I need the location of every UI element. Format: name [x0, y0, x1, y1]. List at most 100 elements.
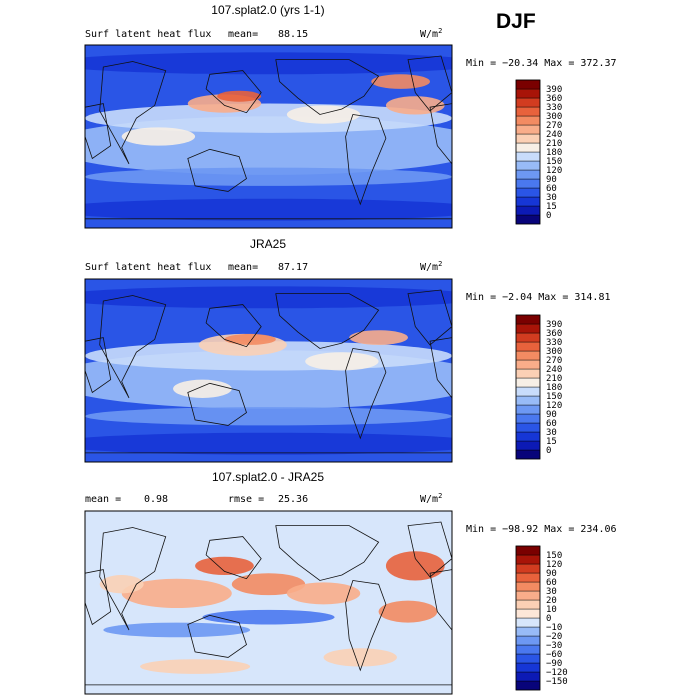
- colorbar-swatch: [515, 554, 541, 565]
- colorbar-tick-label: 150: [546, 157, 562, 167]
- colorbar-tick-label: 90: [546, 175, 557, 185]
- colorbar-tick-label: 0: [546, 211, 551, 221]
- field-contour: [85, 407, 452, 426]
- colorbar-tick-label: 270: [546, 356, 562, 366]
- field-contour: [224, 333, 276, 345]
- map-field: [85, 511, 452, 694]
- colorbar-tick-label: −20: [546, 632, 562, 642]
- colorbar-swatch: [515, 314, 541, 325]
- coastline: [345, 114, 387, 206]
- map-frame: [84, 44, 453, 229]
- colorbar-swatch: [515, 590, 541, 601]
- coastline: [99, 61, 167, 165]
- season-title: DJF: [496, 10, 536, 33]
- colorbar-swatch: [515, 599, 541, 610]
- map-frame: [84, 278, 453, 463]
- field-contour: [85, 198, 452, 221]
- coastline: [407, 55, 452, 112]
- coastline: [187, 148, 247, 192]
- colorbar-tick-label: 90: [546, 569, 557, 579]
- units-label: W/m2: [420, 492, 442, 505]
- colorbar-swatch: [515, 151, 541, 162]
- colorbar-swatch: [515, 124, 541, 135]
- colorbar-tick-label: 390: [546, 85, 562, 95]
- colorbar-swatch: [515, 413, 541, 424]
- coastline: [429, 569, 452, 631]
- mean-value: 88.15: [278, 29, 308, 40]
- colorbar-tick-label: 300: [546, 347, 562, 357]
- panel-title: 107.splat2.0 (yrs 1-1): [211, 3, 324, 17]
- colorbar-tick-label: −150: [546, 677, 568, 687]
- colorbar-swatch: [515, 644, 541, 655]
- colorbar-tick-label: 330: [546, 338, 562, 348]
- colorbar-swatch: [515, 377, 541, 388]
- colorbar-swatch: [515, 214, 541, 225]
- colorbar-swatch: [515, 178, 541, 189]
- colorbar-swatch: [515, 617, 541, 628]
- coastline: [85, 337, 112, 394]
- colorbar-tick-label: 20: [546, 596, 557, 606]
- colorbar-tick-label: 10: [546, 605, 557, 615]
- variable-label: Surf latent heat flux: [85, 262, 211, 273]
- colorbar-swatch: [515, 626, 541, 637]
- field-contour: [173, 379, 232, 398]
- colorbar-tick-label: 330: [546, 103, 562, 113]
- colorbar-swatch: [515, 323, 541, 334]
- field-contour: [103, 622, 251, 638]
- colorbar-tick-label: 120: [546, 166, 562, 176]
- colorbar-swatch: [515, 680, 541, 691]
- colorbar-swatch: [515, 671, 541, 682]
- coastline: [429, 103, 452, 165]
- coastline: [275, 293, 380, 349]
- colorbar-tick-label: −120: [546, 668, 568, 678]
- field-contour: [323, 648, 397, 667]
- field-contour: [231, 573, 306, 596]
- min-max-text: Min = −2.04 Max = 314.81: [466, 292, 611, 303]
- field-contour: [217, 90, 262, 102]
- colorbar-tick-label: 150: [546, 551, 562, 561]
- field-contour: [349, 330, 408, 345]
- field-contour: [99, 575, 144, 594]
- colorbar-swatch: [515, 133, 541, 144]
- colorbar-swatch: [515, 545, 541, 556]
- colorbar-frame: [515, 545, 541, 691]
- colorbar-tick-label: 240: [546, 130, 562, 140]
- colorbar-tick-label: 15: [546, 437, 557, 447]
- colorbar-swatch: [515, 79, 541, 90]
- heatmap-map: [84, 44, 453, 229]
- field-contour: [121, 578, 232, 608]
- colorbar-swatch: [515, 187, 541, 198]
- panel-reference: JRA25 Surf latent heat flux mean= 87.17 …: [84, 237, 611, 463]
- field-contour: [378, 600, 438, 623]
- colorbar-tick-label: 60: [546, 578, 557, 588]
- field-contour: [371, 74, 430, 89]
- colorbar-swatch: [515, 368, 541, 379]
- panel-title: JRA25: [250, 237, 286, 251]
- colorbar-tick-label: 150: [546, 392, 562, 402]
- colorbar-tick-label: 390: [546, 320, 562, 330]
- field-contour: [286, 582, 361, 605]
- mean-label: mean=: [228, 29, 258, 40]
- colorbar-swatch: [515, 563, 541, 574]
- variable-label: Surf latent heat flux: [85, 29, 211, 40]
- colorbar-swatch: [515, 341, 541, 352]
- colorbar-tick-label: 270: [546, 121, 562, 131]
- colorbar-swatch: [515, 653, 541, 664]
- field-contour: [85, 52, 452, 75]
- colorbar-tick-label: −10: [546, 623, 562, 633]
- mean-value: 0.98: [144, 494, 168, 505]
- panel-model: 107.splat2.0 (yrs 1-1) Surf latent heat …: [84, 3, 617, 229]
- coastline: [99, 295, 167, 399]
- colorbar-swatch: [515, 635, 541, 646]
- colorbar-swatch: [515, 440, 541, 451]
- colorbar-tick-label: 300: [546, 112, 562, 122]
- coastline: [187, 382, 247, 426]
- coastline: [85, 569, 112, 626]
- colorbar-tick-label: 90: [546, 410, 557, 420]
- colorbar-swatch: [515, 581, 541, 592]
- coastline: [407, 521, 452, 578]
- field-contour: [195, 556, 254, 576]
- field-contour: [85, 286, 452, 309]
